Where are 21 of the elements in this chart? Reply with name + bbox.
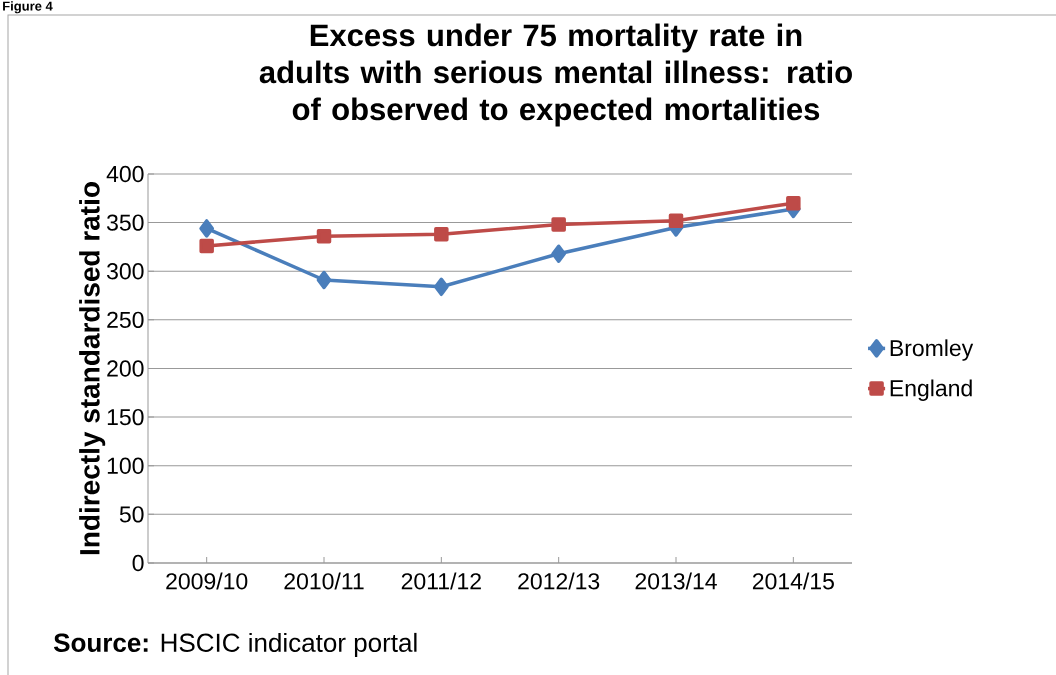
- legend-label: Bromley: [890, 339, 974, 361]
- text: Source: HSCIC indicator portal: [53, 632, 417, 658]
- legend-label: England: [890, 379, 972, 401]
- x-tick-label: 2012/13: [518, 572, 600, 590]
- y-tick-label: 400: [106, 165, 144, 183]
- y-tick-label: 50: [119, 506, 144, 523]
- x-tick-label: 2011/12: [401, 572, 481, 590]
- x-tick-label: 2014/15: [752, 572, 834, 590]
- caption: Figure 4: [3, 1, 53, 14]
- y-tick-label: 0: [132, 554, 144, 572]
- y-tick-label: 250: [107, 311, 144, 329]
- y-tick-label: 100: [107, 457, 144, 474]
- y-tick-label: 150: [107, 408, 144, 426]
- x-tick-label: 2010/11: [284, 572, 364, 590]
- y-tick-label: 350: [106, 214, 144, 231]
- x-tick-label: 2013/14: [635, 572, 717, 590]
- y-axis-title: Indirectly standardised ratio: [79, 182, 106, 555]
- y-tick-label: 200: [107, 360, 144, 377]
- chart-title: Excess under 75 mortality rate in adults with serious mental illness: ratio of observed to expected mortalities: [259, 23, 852, 127]
- x-tick-label: 2009/10: [166, 572, 248, 590]
- y-tick-label: 300: [106, 263, 144, 280]
